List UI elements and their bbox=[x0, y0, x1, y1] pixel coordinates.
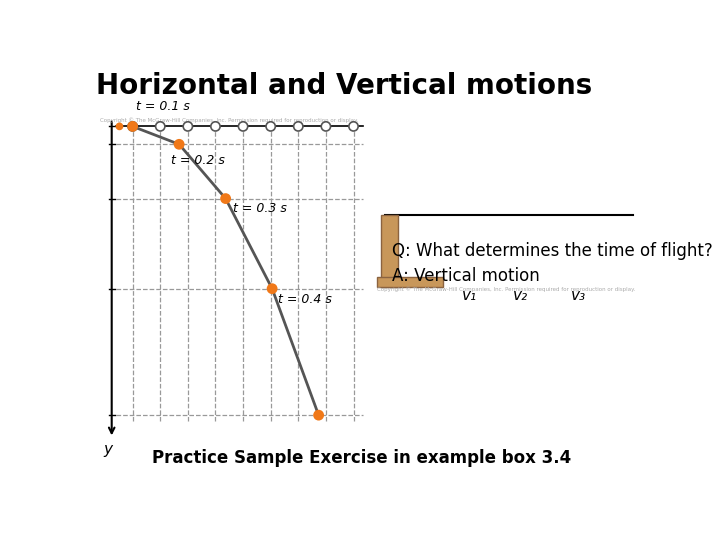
Text: Horizontal and Vertical motions: Horizontal and Vertical motions bbox=[96, 72, 593, 100]
Circle shape bbox=[321, 122, 330, 131]
Text: t = 0.4 s: t = 0.4 s bbox=[279, 293, 332, 306]
Text: t = 0.3 s: t = 0.3 s bbox=[233, 202, 287, 215]
Circle shape bbox=[294, 122, 303, 131]
Circle shape bbox=[266, 284, 277, 294]
Circle shape bbox=[127, 121, 138, 132]
Circle shape bbox=[349, 122, 358, 131]
Circle shape bbox=[183, 122, 192, 131]
Text: Practice Sample Exercise in example box 3.4: Practice Sample Exercise in example box … bbox=[152, 449, 571, 467]
Text: y: y bbox=[104, 442, 112, 457]
Text: A: Vertical motion: A: Vertical motion bbox=[392, 267, 540, 285]
Text: t = 0.1 s: t = 0.1 s bbox=[137, 99, 190, 112]
Text: Q: What determines the time of flight?: Q: What determines the time of flight? bbox=[392, 242, 713, 260]
Text: v₁: v₁ bbox=[462, 288, 477, 303]
Circle shape bbox=[313, 410, 324, 421]
Circle shape bbox=[266, 122, 275, 131]
Text: v₃: v₃ bbox=[571, 288, 586, 303]
Bar bbox=[381, 215, 398, 287]
Circle shape bbox=[156, 122, 165, 131]
Circle shape bbox=[174, 139, 184, 150]
Text: v₂: v₂ bbox=[513, 288, 528, 303]
Text: Copyright © The McGraw-Hill Companies, Inc. Permission required for reproduction: Copyright © The McGraw-Hill Companies, I… bbox=[377, 286, 635, 292]
Circle shape bbox=[128, 122, 138, 131]
Text: t = 0.2 s: t = 0.2 s bbox=[171, 153, 225, 166]
Circle shape bbox=[116, 123, 123, 130]
Bar bbox=[377, 276, 443, 287]
Text: Copyright © The McGraw-Hill Companies, Inc. Permission required for reproduction: Copyright © The McGraw-Hill Companies, I… bbox=[100, 117, 359, 123]
Circle shape bbox=[238, 122, 248, 131]
Circle shape bbox=[220, 193, 231, 204]
Circle shape bbox=[211, 122, 220, 131]
